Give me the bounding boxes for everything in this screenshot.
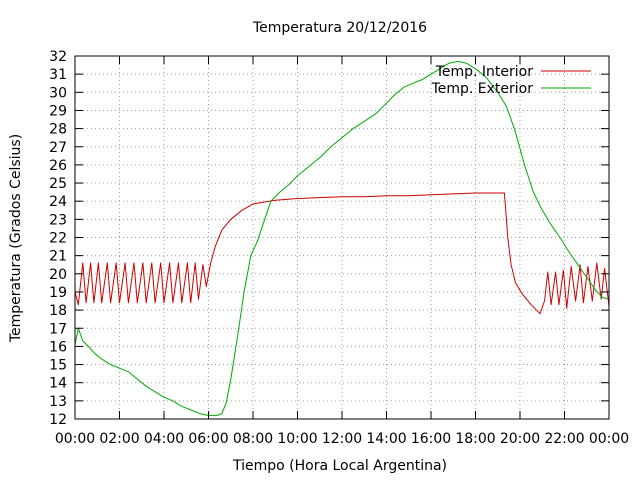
x-tick-label: 18:00 bbox=[455, 431, 495, 447]
temp-interior-line bbox=[74, 192, 610, 315]
y-tick-label: 25 bbox=[49, 176, 67, 192]
y-tick-label: 23 bbox=[49, 212, 67, 228]
x-tick-label: 04:00 bbox=[144, 431, 184, 447]
x-tick-label: 20:00 bbox=[500, 431, 540, 447]
y-tick-label: 24 bbox=[49, 194, 67, 210]
x-tick-label: 00:00 bbox=[55, 431, 95, 447]
y-tick-label: 31 bbox=[49, 67, 67, 83]
x-tick-label: 08:00 bbox=[233, 431, 273, 447]
y-tick-label: 26 bbox=[49, 158, 67, 174]
y-tick-label: 13 bbox=[49, 394, 67, 410]
y-tick-label: 32 bbox=[49, 49, 67, 65]
y-tick-label: 22 bbox=[49, 231, 67, 247]
legend-label-exterior: Temp. Exterior bbox=[431, 81, 534, 97]
y-tick-label: 21 bbox=[49, 249, 67, 265]
y-tick-label: 17 bbox=[49, 321, 67, 337]
y-tick-label: 15 bbox=[49, 358, 67, 374]
series-layer bbox=[74, 60, 610, 416]
y-tick-label: 30 bbox=[49, 85, 67, 101]
x-tick-label: 16:00 bbox=[411, 431, 451, 447]
grid bbox=[75, 56, 609, 419]
y-tick-label: 19 bbox=[49, 285, 67, 301]
x-tick-label: 14:00 bbox=[366, 431, 406, 447]
x-axis-label: Tiempo (Hora Local Argentina) bbox=[232, 458, 447, 474]
x-tick-label: 06:00 bbox=[188, 431, 228, 447]
y-tick-label: 29 bbox=[49, 103, 67, 119]
y-tick-label: 27 bbox=[49, 140, 67, 156]
y-tick-label: 28 bbox=[49, 122, 67, 138]
y-tick-label: 20 bbox=[49, 267, 67, 283]
y-tick-label: 16 bbox=[49, 339, 67, 355]
x-tick-label: 00:00 bbox=[589, 431, 629, 447]
y-tick-label: 14 bbox=[49, 376, 67, 392]
legend-label-interior: Temp. Interior bbox=[435, 64, 534, 80]
chart-title: Temperatura 20/12/2016 bbox=[252, 20, 427, 36]
legend: Temp. Interior Temp. Exterior bbox=[431, 64, 591, 97]
x-tick-label: 22:00 bbox=[544, 431, 584, 447]
y-axis-label: Temperatura (Grados Celsius) bbox=[8, 134, 24, 343]
y-tick-label: 12 bbox=[49, 412, 67, 428]
temp-exterior-line bbox=[74, 60, 610, 416]
x-tick-label: 10:00 bbox=[277, 431, 317, 447]
y-tick-label: 18 bbox=[49, 303, 67, 319]
x-tick-label: 02:00 bbox=[99, 431, 139, 447]
axis-ticks: 12 13 14 15 16 17 18 19 20 21 22 23 24 25 26 27 28 29 30 31… bbox=[49, 49, 629, 447]
x-tick-label: 12:00 bbox=[322, 431, 362, 447]
